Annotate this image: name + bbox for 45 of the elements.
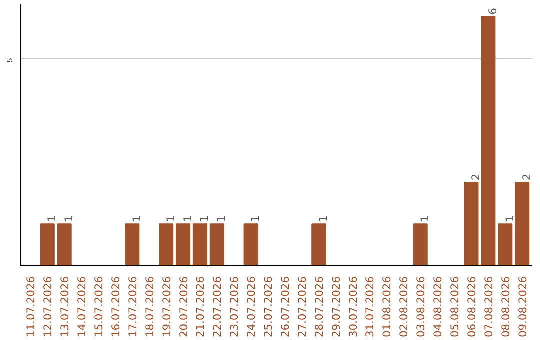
x-tick-label: 21.07.2026 (194, 276, 208, 338)
x-tick-label: 08.08.2026 (499, 276, 512, 338)
x-tick-label: 09.08.2026 (516, 276, 530, 338)
data-label: 1 (503, 215, 516, 222)
y-tick-label: 5 (6, 58, 14, 63)
x-tick-label: 28.07.2026 (312, 276, 326, 338)
x-tick-label: 30.07.2026 (346, 276, 360, 338)
x-tick-label: 14.07.2026 (76, 276, 89, 338)
data-label: 1 (181, 215, 194, 222)
x-tick-label: 23.07.2026 (228, 276, 242, 338)
x-tick-label: 11.07.2026 (24, 276, 38, 338)
data-label: 1 (418, 215, 432, 222)
x-tick-label: 15.07.2026 (92, 276, 106, 338)
data-label: 2 (469, 174, 482, 181)
x-tick-label: 25.07.2026 (262, 276, 276, 338)
x-tick-label: 02.08.2026 (398, 276, 411, 338)
x-tick-label: 06.08.2026 (465, 276, 478, 338)
x-tick-label: 12.07.2026 (42, 276, 55, 338)
x-tick-label: 03.08.2026 (414, 276, 428, 338)
x-tick-label: 29.07.2026 (330, 276, 343, 338)
x-tick-label: 16.07.2026 (109, 276, 122, 338)
x-tick-label: 26.07.2026 (278, 276, 292, 338)
data-label: 1 (62, 215, 76, 222)
data-label: 1 (198, 215, 212, 222)
x-tick-label: 27.07.2026 (296, 276, 309, 338)
x-tick-label: 31.07.2026 (364, 276, 377, 338)
x-tick-label: 19.07.2026 (160, 276, 174, 338)
x-tick-label: 17.07.2026 (126, 276, 140, 338)
x-tick-label: 01.08.2026 (380, 276, 394, 338)
x-tick-label: 04.08.2026 (432, 276, 445, 338)
data-label: 1 (316, 215, 330, 222)
x-tick-label: 18.07.2026 (143, 276, 156, 338)
data-label: 1 (130, 215, 144, 222)
x-tick-label: 07.08.2026 (482, 276, 496, 338)
x-tick-label: 13.07.2026 (58, 276, 72, 338)
data-label: 1 (46, 215, 59, 222)
x-tick-label: 20.07.2026 (177, 276, 190, 338)
data-label: 1 (215, 215, 228, 222)
data-label: 6 (486, 8, 500, 15)
x-tick-label: 05.08.2026 (448, 276, 462, 338)
x-tick-label: 22.07.2026 (211, 276, 224, 338)
data-label: 2 (520, 174, 534, 181)
x-tick-label: 24.07.2026 (245, 276, 258, 338)
data-label: 1 (164, 215, 178, 222)
data-label: 1 (249, 215, 262, 222)
